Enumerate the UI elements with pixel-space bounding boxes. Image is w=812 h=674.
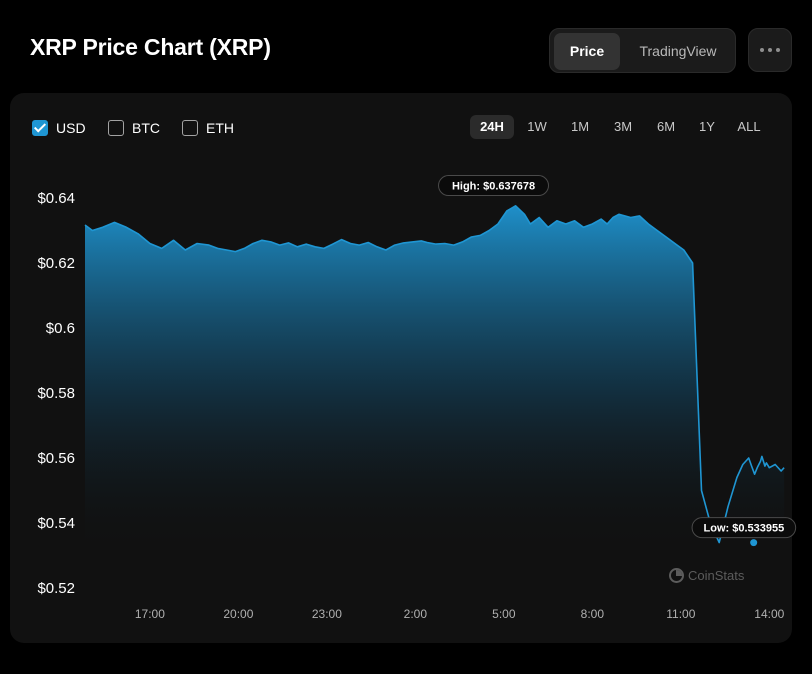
low-annotation-label: Low: $0.533955 xyxy=(704,523,785,535)
checkbox-icon xyxy=(108,120,124,136)
range-6m-button[interactable]: 6M xyxy=(656,119,676,134)
range-1w-button[interactable]: 1W xyxy=(527,119,547,134)
currency-usd-checkbox[interactable]: USD xyxy=(32,119,86,137)
page-title: XRP Price Chart (XRP) xyxy=(30,34,271,60)
currency-eth-checkbox[interactable]: ETH xyxy=(182,119,234,137)
y-axis: $0.64 $0.62 $0.6 $0.58 $0.56 $0.54 $0.52 xyxy=(37,190,75,597)
coinstats-watermark: CoinStats xyxy=(669,568,744,583)
y-tick-label: $0.52 xyxy=(37,580,75,597)
high-annotation-label: High: $0.637678 xyxy=(452,181,535,193)
y-tick-label: $0.54 xyxy=(37,515,75,532)
more-dots-icon xyxy=(776,48,780,52)
y-tick-label: $0.56 xyxy=(37,450,75,467)
checkbox-checked-icon xyxy=(32,120,48,136)
currency-label: BTC xyxy=(132,120,160,136)
currency-label: USD xyxy=(56,120,86,136)
y-tick-label: $0.6 xyxy=(46,320,75,337)
y-tick-label: $0.64 xyxy=(37,190,75,207)
checkbox-icon xyxy=(182,120,198,136)
more-dots-icon xyxy=(768,48,772,52)
watermark-text: CoinStats xyxy=(688,568,745,583)
coinstats-logo-icon xyxy=(669,568,684,583)
range-3m-button[interactable]: 3M xyxy=(613,119,633,134)
currency-btc-checkbox[interactable]: BTC xyxy=(108,119,160,137)
range-24h-button[interactable]: 24H xyxy=(470,115,514,139)
price-area-fill xyxy=(85,205,785,616)
low-annotation-box xyxy=(691,517,797,539)
range-1y-button[interactable]: 1Y xyxy=(699,119,715,134)
annotations: High: $0.637678 Low: $0.533955 xyxy=(438,175,797,547)
more-options-button[interactable] xyxy=(748,28,792,72)
price-view-button[interactable]: Price xyxy=(554,33,620,70)
tradingview-view-button[interactable]: TradingView xyxy=(639,43,717,59)
price-line xyxy=(84,205,785,544)
y-tick-label: $0.62 xyxy=(37,255,75,272)
range-all-button[interactable]: ALL xyxy=(737,119,761,134)
high-annotation-box xyxy=(438,175,550,197)
currency-label: ETH xyxy=(206,120,234,136)
price-series xyxy=(84,205,785,616)
view-toggle: Price TradingView xyxy=(549,28,736,73)
y-tick-label: $0.58 xyxy=(37,385,75,402)
range-1m-button[interactable]: 1M xyxy=(570,119,590,134)
more-dots-icon xyxy=(760,48,764,52)
low-point-marker xyxy=(750,539,758,547)
